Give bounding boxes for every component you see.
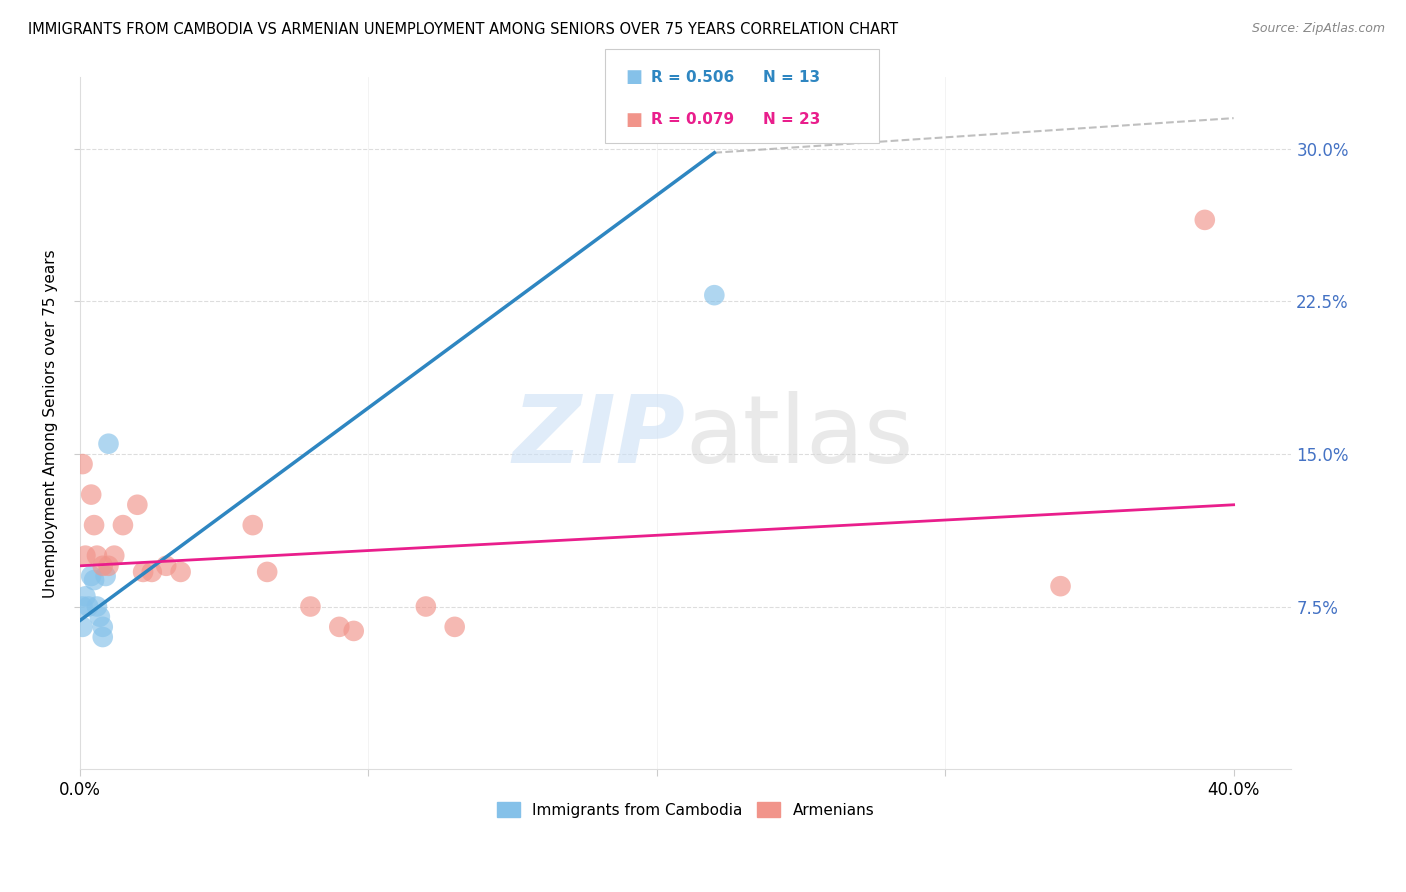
Point xyxy=(80,487,103,501)
Point xyxy=(86,549,108,563)
Text: Source: ZipAtlas.com: Source: ZipAtlas.com xyxy=(1251,22,1385,36)
Point xyxy=(83,518,105,533)
Text: R = 0.506: R = 0.506 xyxy=(651,70,734,85)
Point xyxy=(443,620,465,634)
Point xyxy=(89,609,111,624)
Text: N = 23: N = 23 xyxy=(763,112,821,128)
Point xyxy=(299,599,322,614)
Point xyxy=(132,565,155,579)
Text: atlas: atlas xyxy=(686,392,914,483)
Point xyxy=(703,288,725,302)
Y-axis label: Unemployment Among Seniors over 75 years: Unemployment Among Seniors over 75 years xyxy=(44,249,58,598)
Point xyxy=(242,518,264,533)
Point xyxy=(75,549,97,563)
Point xyxy=(169,565,191,579)
Point xyxy=(256,565,278,579)
Legend: Immigrants from Cambodia, Armenians: Immigrants from Cambodia, Armenians xyxy=(491,796,880,824)
Point xyxy=(80,569,103,583)
Point xyxy=(127,498,149,512)
Text: IMMIGRANTS FROM CAMBODIA VS ARMENIAN UNEMPLOYMENT AMONG SENIORS OVER 75 YEARS CO: IMMIGRANTS FROM CAMBODIA VS ARMENIAN UNE… xyxy=(28,22,898,37)
Text: R = 0.079: R = 0.079 xyxy=(651,112,734,128)
Text: ZIP: ZIP xyxy=(513,392,686,483)
Point xyxy=(343,624,366,638)
Point xyxy=(97,558,120,573)
Point xyxy=(86,599,108,614)
Point xyxy=(91,620,114,634)
Point xyxy=(75,590,97,604)
Text: ■: ■ xyxy=(626,69,643,87)
Point xyxy=(111,518,134,533)
Point xyxy=(83,573,105,587)
Point xyxy=(97,436,120,450)
Point xyxy=(103,549,125,563)
Point xyxy=(91,630,114,644)
Point xyxy=(141,565,163,579)
Point xyxy=(72,457,94,471)
Point xyxy=(155,558,177,573)
Point xyxy=(94,569,117,583)
Point xyxy=(77,599,100,614)
Point xyxy=(1194,213,1216,227)
Point xyxy=(328,620,350,634)
Point xyxy=(91,558,114,573)
Point xyxy=(415,599,437,614)
Text: ■: ■ xyxy=(626,111,643,128)
Point xyxy=(1049,579,1071,593)
Text: N = 13: N = 13 xyxy=(763,70,821,85)
Point xyxy=(72,620,94,634)
Point xyxy=(72,599,94,614)
